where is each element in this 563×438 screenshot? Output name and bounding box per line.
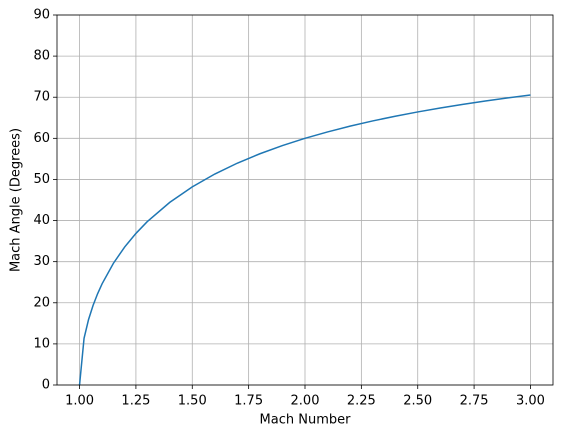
x-tick-label: 3.00 — [516, 394, 545, 409]
y-tick-label: 50 — [33, 172, 50, 187]
x-tick-label: 2.75 — [460, 394, 489, 409]
y-tick-label: 90 — [33, 8, 50, 23]
x-tick-label: 1.00 — [65, 394, 94, 409]
y-tick-label: 70 — [33, 90, 50, 105]
y-tick-label: 0 — [42, 378, 50, 393]
x-tick-label: 1.75 — [234, 394, 263, 409]
y-tick-label: 20 — [33, 295, 50, 310]
x-tick-label: 1.25 — [121, 394, 150, 409]
grid — [57, 14, 553, 386]
x-axis-label: Mach Number — [260, 413, 352, 428]
y-tick-label: 30 — [33, 254, 50, 269]
y-tick-label: 80 — [33, 49, 50, 64]
y-tick-label: 10 — [33, 336, 50, 351]
plot — [78, 94, 531, 386]
x-tick-label: 2.00 — [291, 394, 320, 409]
x-tick-label: 1.50 — [178, 394, 207, 409]
y-axis-label: Mach Angle (Degrees) — [9, 128, 24, 272]
x-tick-label: 2.50 — [403, 394, 432, 409]
line — [78, 94, 531, 386]
y-tick-label: 60 — [33, 131, 50, 146]
x-tick-label: 2.25 — [347, 394, 376, 409]
y-tick-label: 40 — [33, 213, 50, 228]
